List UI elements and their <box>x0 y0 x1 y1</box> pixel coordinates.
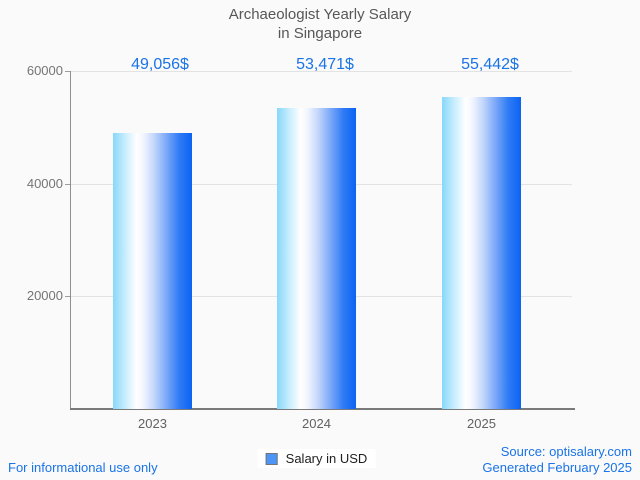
bar-2024[interactable] <box>277 108 356 409</box>
bar-2025[interactable] <box>442 97 521 409</box>
y-axis-label-40000: 40000 <box>26 176 63 191</box>
chart-title-line1: Archaeologist Yearly Salary <box>228 6 412 23</box>
y-tick-mark-40000 <box>65 184 70 185</box>
y-axis-label-20000: 20000 <box>26 288 63 303</box>
value-label-2023: 49,056$ <box>131 56 189 73</box>
disclaimer-text: For informational use only <box>8 460 158 475</box>
generated-date: Generated February 2025 <box>482 460 632 475</box>
x-axis-label-2025: 2025 <box>467 416 496 431</box>
y-axis-line <box>70 71 71 409</box>
legend-swatch <box>265 452 278 465</box>
legend-label: Salary in USD <box>285 451 368 466</box>
bar-2023[interactable] <box>113 133 192 409</box>
gridline-60000 <box>70 71 572 72</box>
y-tick-mark-20000 <box>65 296 70 297</box>
chart-title-line2: in Singapore <box>277 25 363 42</box>
legend: Salary in USD <box>257 449 376 468</box>
value-label-2025: 55,442$ <box>461 56 519 73</box>
source-link[interactable]: Source: optisalary.com <box>500 444 632 459</box>
source-block: Source: optisalary.com Generated Februar… <box>482 444 632 476</box>
x-axis-line <box>70 408 575 410</box>
value-label-2024: 53,471$ <box>296 56 354 73</box>
x-axis-label-2024: 2024 <box>302 416 331 431</box>
x-axis-label-2023: 2023 <box>138 416 167 431</box>
y-axis-label-60000: 60000 <box>26 63 63 78</box>
y-tick-mark-60000 <box>65 71 70 72</box>
chart-title: Archaeologist Yearly Salary in Singapore <box>0 5 640 43</box>
